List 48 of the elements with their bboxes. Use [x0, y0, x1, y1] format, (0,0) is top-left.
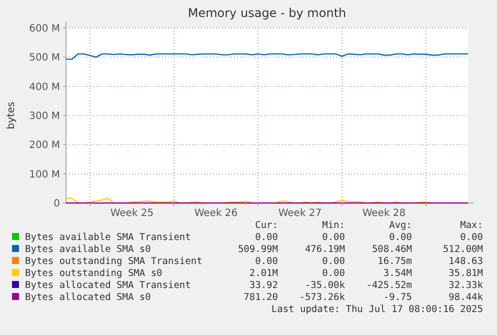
x-tick-label: Week 25	[110, 208, 154, 219]
text: 0.00	[255, 256, 278, 267]
text: Cur:	[255, 220, 278, 231]
text: 32.33k	[448, 280, 484, 291]
legend-label: Bytes outstanding SMA s0	[25, 268, 163, 279]
text: -35.00k	[304, 280, 346, 291]
chart-title: Memory usage - by month	[188, 6, 346, 20]
x-tick-label: Week 28	[362, 208, 406, 219]
text: 0.00	[389, 232, 412, 243]
legend-label: Bytes outstanding SMA Transient	[25, 256, 202, 267]
text: Max:	[460, 220, 483, 231]
y-axis-title: bytes	[6, 102, 17, 130]
text: 476.19M	[304, 244, 346, 255]
text: -573.26k	[299, 292, 346, 303]
text: -425.52m	[366, 280, 412, 291]
text: -9.75	[383, 292, 412, 303]
text: 0.00	[322, 232, 346, 243]
text: 35.81M	[448, 268, 484, 279]
text: Min:	[322, 220, 345, 231]
y-tick-label: 200 M	[29, 140, 60, 152]
text: 512.00M	[442, 244, 484, 255]
text: 2.01M	[249, 268, 278, 279]
text: 3.54M	[383, 268, 412, 279]
legend-label: Bytes allocated SMA Transient	[25, 280, 191, 291]
text: 0.00	[460, 232, 484, 243]
y-tick-label: 400 M	[29, 82, 60, 93]
x-tick-label: Week 27	[278, 208, 322, 219]
x-tick-label: Week 26	[194, 208, 238, 219]
text: 148.63	[448, 256, 483, 267]
text: 781.20	[244, 292, 278, 303]
y-tick-label: 500 M	[29, 52, 60, 64]
text: 33.92	[249, 280, 278, 291]
y-tick-label: 300 M	[29, 111, 60, 122]
y-tick-label: 0	[54, 198, 60, 210]
text: 509.99M	[238, 244, 278, 255]
y-tick-label: 100 M	[29, 169, 60, 180]
text: 0.00	[322, 256, 346, 267]
text: 508.46M	[372, 244, 412, 255]
text: Last update: Thu Jul 17 08:00:16 2025	[271, 304, 483, 315]
text: 16.75m	[378, 256, 412, 267]
text: 0.00	[322, 268, 346, 279]
text: 98.44k	[448, 292, 484, 303]
text: 0.00	[255, 232, 278, 243]
text: Avg:	[389, 220, 412, 231]
y-tick-label: 600 M	[29, 24, 60, 34]
legend-label: Bytes available SMA Transient	[25, 232, 191, 243]
legend-label: Bytes available SMA s0	[25, 244, 152, 255]
legend-label: Bytes allocated SMA s0	[25, 292, 152, 303]
